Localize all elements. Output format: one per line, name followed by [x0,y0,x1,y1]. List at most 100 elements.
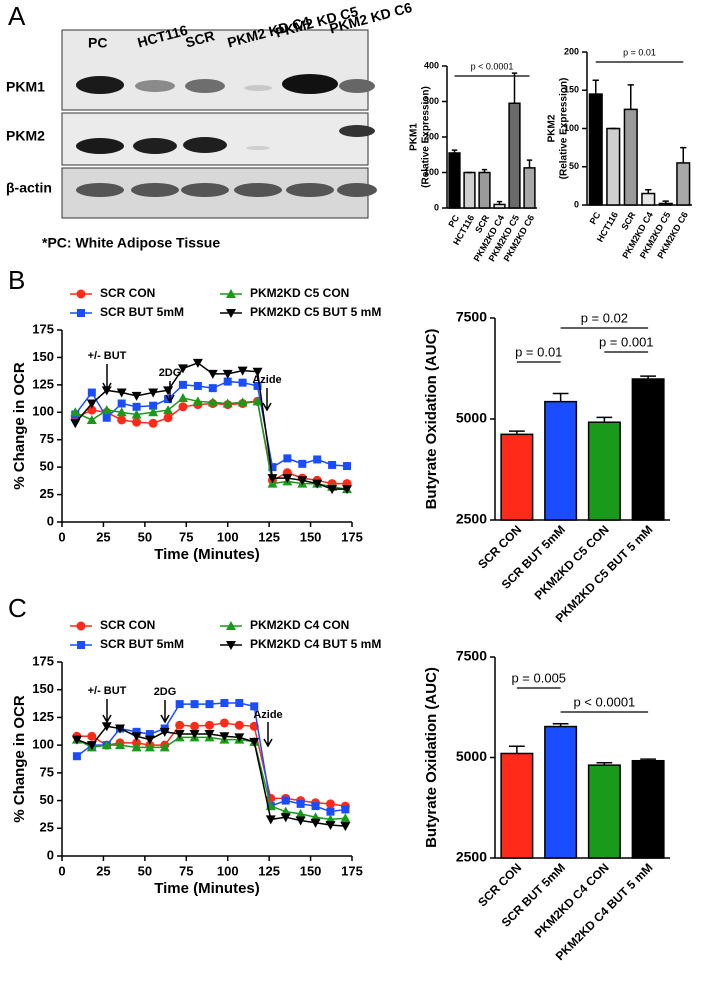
p-value: p = 0.01 [623,47,656,57]
marker [208,384,217,393]
legend-label: PKM2KD C5 BUT 5 mM [250,305,381,319]
blot-row-label: PKM2 [6,128,45,144]
marker [234,720,244,730]
error-bar [596,761,613,766]
x-tick-label: 100 [217,529,239,544]
legend-label: PKM2KD C4 CON [250,618,349,632]
marker [132,417,142,427]
annotation: Azide [252,374,281,386]
y-tick-label: 0 [47,847,54,862]
blot-row-label: β-actin [6,180,52,196]
y-tick-label: 400 [424,60,439,70]
x-tick-label: 0 [58,529,65,544]
marker [223,377,232,386]
marker [312,479,323,489]
y-tick-label: 25 [40,820,54,835]
y-tick-label: 0 [574,199,579,209]
error-bar [640,758,656,761]
series-line [74,400,348,485]
bar [508,102,521,209]
marker [131,409,142,419]
series-line [74,380,348,469]
y-tick-label: 100 [32,737,54,752]
y-tick-label: 200 [424,131,439,141]
arrow [165,381,175,404]
y-tick-label: 100 [32,404,54,419]
bar [676,162,691,206]
arrow [102,364,112,392]
bar [544,400,578,521]
error-bar [680,146,687,163]
error-bar [645,188,652,194]
marker [250,702,259,711]
band [286,183,334,197]
y-axis-label: (Relative Expression) [559,78,570,180]
marker [86,399,97,409]
y-tick-label: 175 [32,321,54,336]
error-bar [627,84,634,110]
arrow [102,699,112,724]
error-bar [451,149,458,153]
band [181,183,229,197]
panel-label: B [8,265,25,295]
marker [163,413,173,423]
y-tick-label: 150 [32,681,54,696]
marker [222,369,233,379]
marker [70,419,81,429]
marker [310,818,321,828]
error-bar [552,392,569,402]
marker [297,476,308,486]
marker [115,724,125,734]
y-tick-label: 125 [32,376,54,391]
marker [77,309,85,317]
p-value: p < 0.0001 [471,61,514,71]
marker [178,402,188,412]
bar [587,421,621,521]
marker [131,742,142,752]
y-axis-label: % Change in OCR [11,362,28,490]
band [337,183,377,197]
band [76,183,124,197]
error-bar [509,745,525,754]
x-tick-label: 175 [341,529,363,544]
marker [341,805,350,814]
marker [159,742,170,752]
arrow [263,722,273,748]
series-line [74,362,348,490]
marker [296,799,305,808]
marker [207,397,218,407]
lane-label: PKM2 KD C6 [328,0,414,36]
blot-row [61,29,369,111]
marker [115,740,125,750]
y-tick-label: 25 [40,486,54,501]
band [76,76,124,94]
x-tick-label: 25 [96,863,110,878]
marker [177,393,188,403]
bar [658,202,673,206]
y-axis-label: % Change in OCR [11,695,28,823]
marker [326,807,335,816]
marker [265,815,276,825]
x-tick-label: 100 [217,863,239,878]
bar [448,152,461,209]
marker [144,742,155,752]
marker [102,413,111,422]
marker [268,463,277,472]
y-tick-label: 7500 [456,648,487,664]
error-bar [481,168,488,173]
x-tick-label: 75 [179,863,193,878]
series-line [74,397,348,490]
annotation: 2DG [154,686,177,698]
y-tick-label: 100 [564,123,579,133]
marker [76,289,86,299]
marker [237,397,248,407]
marker [87,731,97,741]
marker [132,727,141,736]
marker [281,796,290,805]
band [76,138,124,154]
western-blot: PKM1 PKM2 β-actin PC HCT116 SCR PKM2 KD … [6,0,414,251]
x-tick-label: 125 [258,529,280,544]
x-tick-label: PC [588,210,603,226]
bar [631,759,665,859]
